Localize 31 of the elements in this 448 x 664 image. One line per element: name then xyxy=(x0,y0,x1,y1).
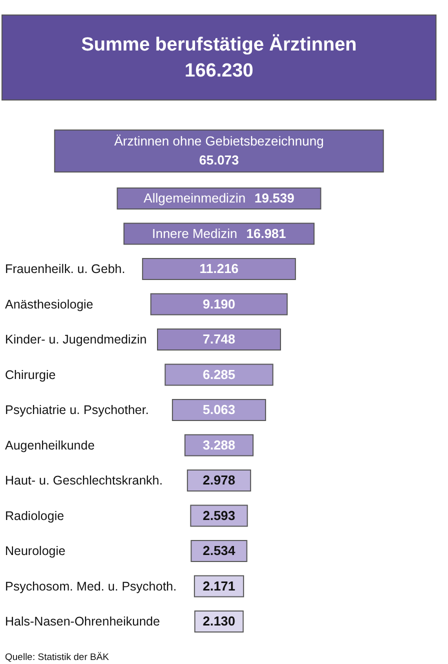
category-label: Kinder- u. Jugendmedizin xyxy=(5,332,147,346)
data-label: 6.285 xyxy=(202,366,236,382)
data-label: 16.981 xyxy=(246,226,286,241)
category-label: Augenheilkunde xyxy=(5,438,95,452)
data-label: 2.130 xyxy=(202,614,236,628)
category-label: Anästhesiologie xyxy=(5,297,94,312)
category-label: Allgemeinmedizin xyxy=(144,190,246,206)
data-label: 65.073 xyxy=(199,152,239,168)
category-label: Frauenheilk. u. Gebh. xyxy=(5,262,126,276)
data-label: 2.171 xyxy=(202,578,236,594)
data-label: 11.216 xyxy=(199,261,239,276)
data-label: 9.190 xyxy=(202,296,236,312)
data-label: 5.063 xyxy=(202,402,236,417)
data-label: 2.978 xyxy=(202,472,236,488)
data-label: 2.593 xyxy=(202,508,236,523)
data-label: 7.748 xyxy=(202,332,236,346)
category-label: Hals-Nasen-Ohrenheikunde xyxy=(5,614,160,628)
category-label: Radiologie xyxy=(5,508,64,523)
category-label: Neurologie xyxy=(5,544,66,558)
category-label: Haut- u. Geschlechtskrankh. xyxy=(5,474,163,488)
category-label: Innere Medizin xyxy=(152,226,238,241)
data-label: 3.288 xyxy=(202,437,236,452)
data-label: 2.534 xyxy=(202,543,236,558)
category-label: Psychiatrie u. Psychother. xyxy=(5,403,149,417)
category-label: Psychosom. Med. u. Psychoth. xyxy=(5,579,177,594)
category-label: Summe berufstätige Ärztinnen xyxy=(81,34,357,56)
category-label: Chirurgie xyxy=(5,368,56,382)
data-label: 166.230 xyxy=(184,60,254,82)
category-label: Ärztinnen ohne Gebietsbezeichnung xyxy=(114,134,324,148)
source-note: Quelle: Statistik der BÄK xyxy=(5,652,110,663)
data-label: 19.539 xyxy=(254,190,294,206)
